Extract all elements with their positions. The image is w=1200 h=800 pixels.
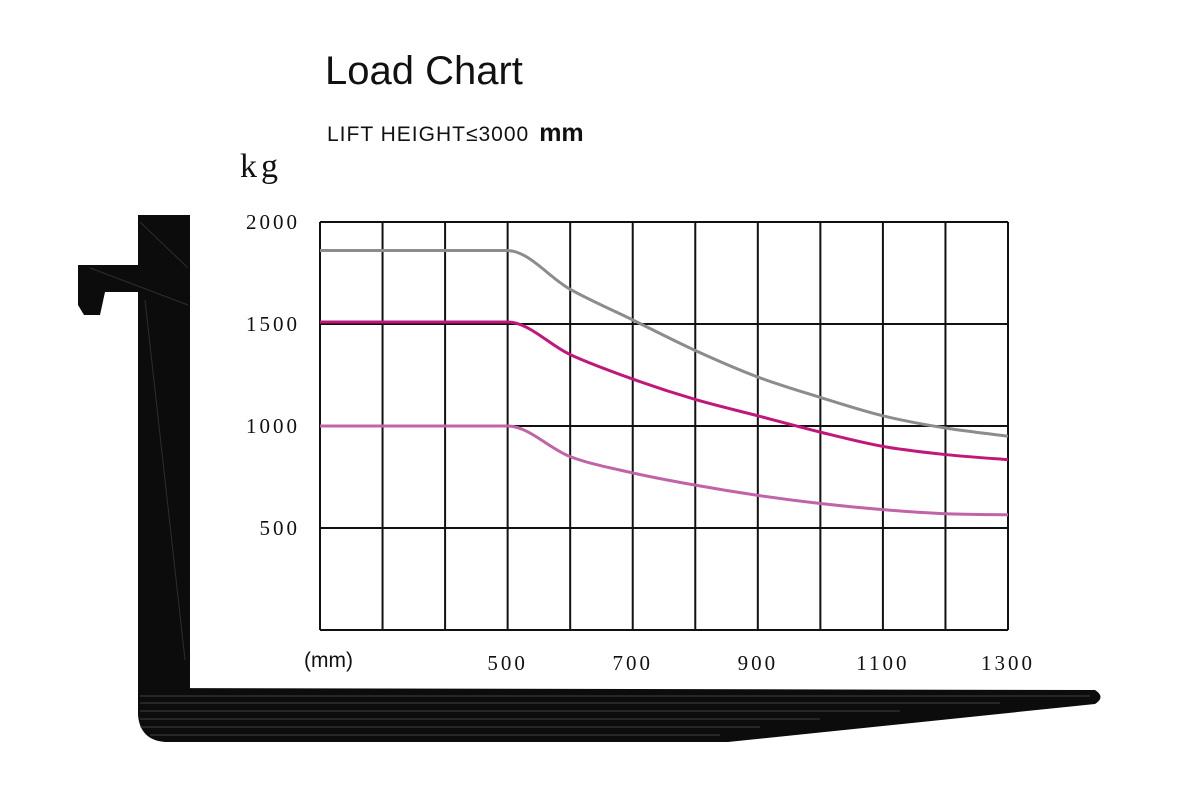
y-tick-label: 1500 — [246, 312, 300, 336]
series-line-2 — [320, 320, 1009, 462]
subtitle-unit: mm — [539, 119, 583, 147]
y-tick-label: 500 — [260, 516, 301, 540]
y-axis-label: kg — [240, 148, 282, 185]
series-lines — [320, 249, 1009, 517]
x-tick-label: 500 — [487, 651, 528, 675]
fork-icon — [78, 215, 1101, 742]
x-tick-labels: 500 700 900 1100 1300 — [487, 651, 1035, 675]
y-tick-label: 1000 — [246, 414, 300, 438]
series-line-1 — [320, 249, 1009, 438]
x-tick-label: 900 — [738, 651, 779, 675]
plot-area: 500 1000 1500 2000 500 700 900 1100 1300 — [246, 210, 1035, 675]
x-tick-label: 700 — [612, 651, 653, 675]
chart-subtitle: LIFT HEIGHT≤3000 mm — [327, 119, 584, 147]
y-tick-labels: 500 1000 1500 2000 — [246, 210, 301, 540]
x-tick-label: 1300 — [981, 651, 1035, 675]
series-line-3 — [320, 424, 1009, 517]
chart-title: Load Chart — [325, 49, 523, 93]
grid-lines — [319, 221, 1009, 631]
y-tick-label: 2000 — [246, 210, 300, 234]
x-axis-label: (mm) — [304, 649, 353, 672]
x-tick-label: 1100 — [856, 651, 909, 675]
subtitle-text: LIFT HEIGHT≤3000 — [327, 123, 529, 146]
